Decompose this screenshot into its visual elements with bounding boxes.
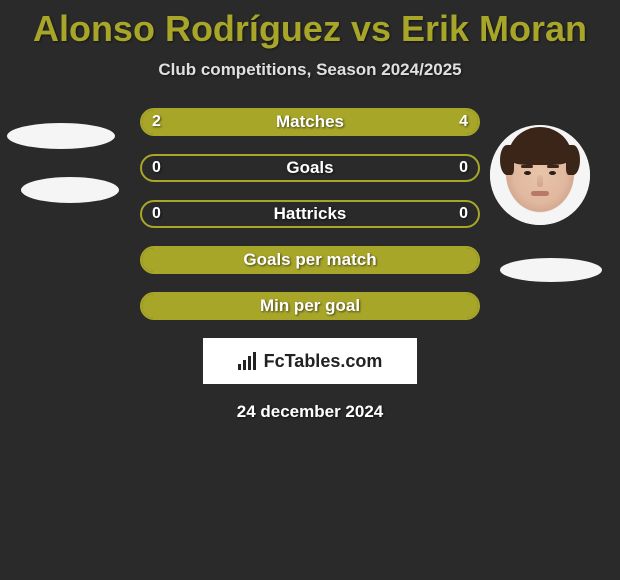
stat-value-left: 0 (152, 156, 161, 180)
stat-value-right: 0 (459, 156, 468, 180)
bar-fill-left (142, 248, 478, 272)
face-icon (490, 125, 590, 225)
stat-row: 24Matches (140, 108, 480, 136)
page-subtitle: Club competitions, Season 2024/2025 (0, 60, 620, 80)
logo-text: FcTables.com (264, 351, 383, 372)
bar-fill-right (253, 110, 478, 134)
stat-row: Goals per match (140, 246, 480, 274)
bar-fill-left (142, 294, 478, 318)
stat-value-right: 0 (459, 202, 468, 226)
stat-row: Min per goal (140, 292, 480, 320)
barchart-icon (238, 352, 256, 370)
stat-label: Goals (142, 156, 478, 180)
stat-value-right: 4 (459, 110, 468, 134)
stat-label: Hattricks (142, 202, 478, 226)
stat-value-left: 0 (152, 202, 161, 226)
page-title: Alonso Rodríguez vs Erik Moran (0, 0, 620, 50)
player-left-placeholder-1 (7, 123, 115, 149)
date-text: 24 december 2024 (0, 402, 620, 422)
player-left-placeholder-2 (21, 177, 119, 203)
stat-row: 0 0Goals (140, 154, 480, 182)
fctables-logo: FcTables.com (203, 338, 417, 384)
comparison-bars: 24Matches00Goals00HattricksGoals per mat… (140, 108, 480, 320)
player-right-avatar (490, 125, 590, 225)
player-right-placeholder (500, 258, 602, 282)
stat-row: 0 0Hattricks (140, 200, 480, 228)
stat-value-left: 2 (152, 110, 161, 134)
